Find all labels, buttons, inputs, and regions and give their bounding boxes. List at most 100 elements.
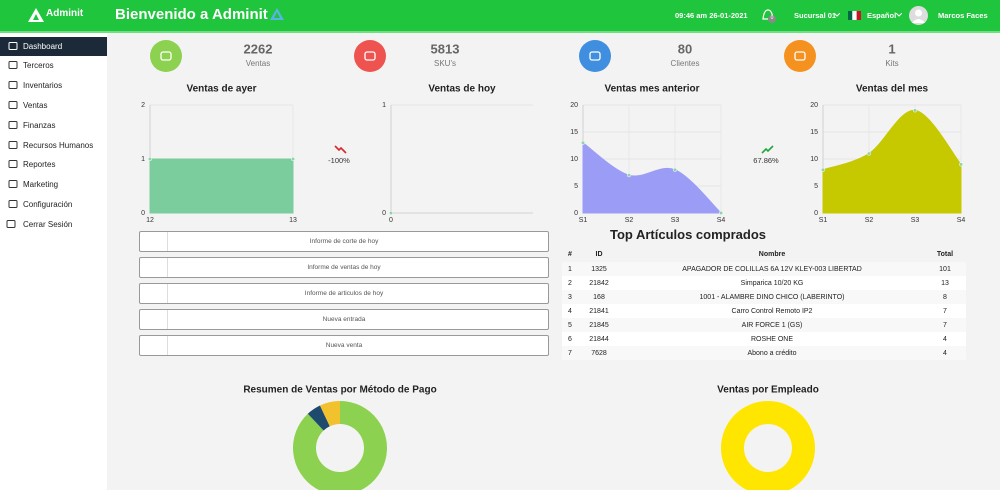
- table-cell: 5: [562, 318, 578, 332]
- sidebar-item[interactable]: Dashboard: [0, 37, 107, 56]
- button-icon: [140, 310, 168, 329]
- x-tick-label: S2: [625, 217, 634, 224]
- sidebar-icon: [6, 220, 16, 228]
- y-tick-label: 1: [141, 156, 145, 163]
- table-row[interactable]: 2 21842 Simparica 10/20 KG 13: [562, 276, 966, 290]
- table-cell: Abono a crédito: [620, 346, 924, 360]
- column-header: Total: [936, 251, 954, 258]
- button-icon: [140, 336, 168, 355]
- chart-title: Ventas de ayer: [186, 84, 256, 95]
- sidebar-item[interactable]: Reportes: [0, 155, 107, 174]
- stat-icon-glyph: [160, 51, 172, 61]
- donut-slice: [307, 405, 330, 431]
- stat-label: SKU's: [434, 59, 456, 68]
- table-cell: 1: [562, 262, 578, 276]
- point: [866, 151, 872, 156]
- y-tick-label: 0: [141, 210, 145, 217]
- table-cell: 1325: [578, 262, 620, 276]
- x-tick-label: S1: [819, 217, 828, 224]
- stat-value: 1: [888, 41, 895, 56]
- chart-title: Ventas por Empleado: [717, 385, 819, 396]
- action-button[interactable]: Informe de ventas de hoy: [139, 257, 549, 278]
- sidebar-label: Inventarios: [23, 81, 63, 90]
- chart-title: Ventas de hoy: [428, 84, 496, 95]
- button-icon: [140, 232, 168, 251]
- table-cell: Simparica 10/20 KG: [620, 276, 924, 290]
- y-tick-label: 0: [574, 210, 578, 217]
- point: [672, 167, 678, 172]
- bell-icon[interactable]: [760, 8, 778, 24]
- table-cell: 6: [562, 332, 578, 346]
- button-label: Informe de corte de hoy: [309, 238, 379, 245]
- sidebar-icon: [8, 121, 18, 129]
- point: [912, 108, 918, 113]
- top-items-table: # ID Nombre Total 1 1325 APAGADOR DE COLILLAS …: [562, 247, 966, 360]
- sidebar-label: Finanzas: [23, 121, 56, 130]
- table-row[interactable]: 5 21845 AIR FORCE 1 (GS) 7: [562, 318, 966, 332]
- y-tick-label: 15: [570, 129, 578, 136]
- chart-title: Ventas mes anterior: [604, 84, 699, 95]
- sidebar-icon: [8, 81, 18, 89]
- column-header: Nombre: [758, 251, 786, 258]
- table-cell: 1001 - ALAMBRE DINO CHICO (LABERINTO): [620, 290, 924, 304]
- trend-value: 67.86%: [753, 156, 779, 165]
- trend-value: -100%: [328, 156, 350, 165]
- trend-arrow: [761, 145, 774, 154]
- sidebar-label: Terceros: [23, 61, 54, 70]
- sidebar-label: Reportes: [23, 160, 56, 169]
- table-cell: 21845: [578, 318, 620, 332]
- sidebar-item[interactable]: Recursos Humanos: [0, 136, 107, 155]
- datetime: 09:46 am 26-01-2021: [675, 11, 748, 20]
- y-tick-label: 5: [574, 183, 578, 190]
- stat-icon-glyph: [589, 51, 601, 61]
- sidebar-item[interactable]: Marketing: [0, 175, 107, 194]
- action-button[interactable]: Nueva venta: [139, 335, 549, 356]
- point: [580, 140, 586, 145]
- sidebar-item[interactable]: Finanzas: [0, 116, 107, 135]
- x-tick-label: S2: [865, 217, 874, 224]
- table-cell: 7628: [578, 346, 620, 360]
- sidebar-item[interactable]: Inventarios: [0, 76, 107, 95]
- branch-selector[interactable]: Sucursal 01: [794, 11, 837, 20]
- y-tick-label: 20: [570, 102, 578, 109]
- sidebar-label: Ventas: [23, 101, 48, 110]
- action-button[interactable]: Nueva entrada: [139, 309, 549, 330]
- point: [958, 162, 964, 167]
- table-row[interactable]: 1 1325 APAGADOR DE COLILLAS 6A 12V KLEY-00…: [562, 262, 966, 276]
- table-row[interactable]: 7 7628 Abono a crédito 4: [562, 346, 966, 360]
- table-row[interactable]: 4 21841 Carro Control Remoto IP2 7: [562, 304, 966, 318]
- button-label: Nueva venta: [325, 342, 363, 349]
- stat-label: Ventas: [246, 59, 270, 68]
- welcome-logo: [270, 8, 284, 20]
- point: [626, 173, 632, 178]
- table-cell: APAGADOR DE COLILLAS 6A 12V KLEY-003 LIB…: [620, 262, 924, 276]
- stat-icon: [784, 40, 816, 72]
- y-tick-label: 10: [810, 156, 818, 163]
- table-cell: 4: [924, 346, 966, 360]
- action-button[interactable]: Informe de articulos de hoy: [139, 283, 549, 304]
- table-row[interactable]: 3 168 1001 - ALAMBRE DINO CHICO (LABERINTO…: [562, 290, 966, 304]
- table-cell: 21841: [578, 304, 620, 318]
- x-tick-label: S4: [957, 217, 966, 224]
- language-selector[interactable]: Español: [867, 11, 897, 20]
- sidebar-item[interactable]: Configuración: [0, 195, 107, 214]
- donut-slice: [721, 401, 815, 490]
- table-row[interactable]: 6 21844 ROSHE ONE 4: [562, 332, 966, 346]
- stat-label: Kits: [885, 59, 898, 68]
- table-cell: 4: [562, 304, 578, 318]
- sidebar-icon: [8, 141, 18, 149]
- sidebar-icon: [8, 200, 18, 208]
- flag-icon: [848, 11, 861, 20]
- avatar[interactable]: [909, 6, 928, 25]
- sidebar-item[interactable]: Terceros: [0, 56, 107, 75]
- stat-value: 2262: [244, 41, 273, 56]
- brand[interactable]: Adminit: [46, 8, 84, 19]
- sidebar-item[interactable]: Cerrar Sesión: [0, 215, 107, 234]
- x-tick-label: S3: [671, 217, 680, 224]
- action-button[interactable]: Informe de corte de hoy: [139, 231, 549, 252]
- user-name[interactable]: Marcos Faces: [938, 11, 988, 20]
- table-cell: 4: [924, 332, 966, 346]
- stat-value: 5813: [431, 41, 460, 56]
- sidebar-item[interactable]: Ventas: [0, 96, 107, 115]
- chevron: [834, 13, 840, 17]
